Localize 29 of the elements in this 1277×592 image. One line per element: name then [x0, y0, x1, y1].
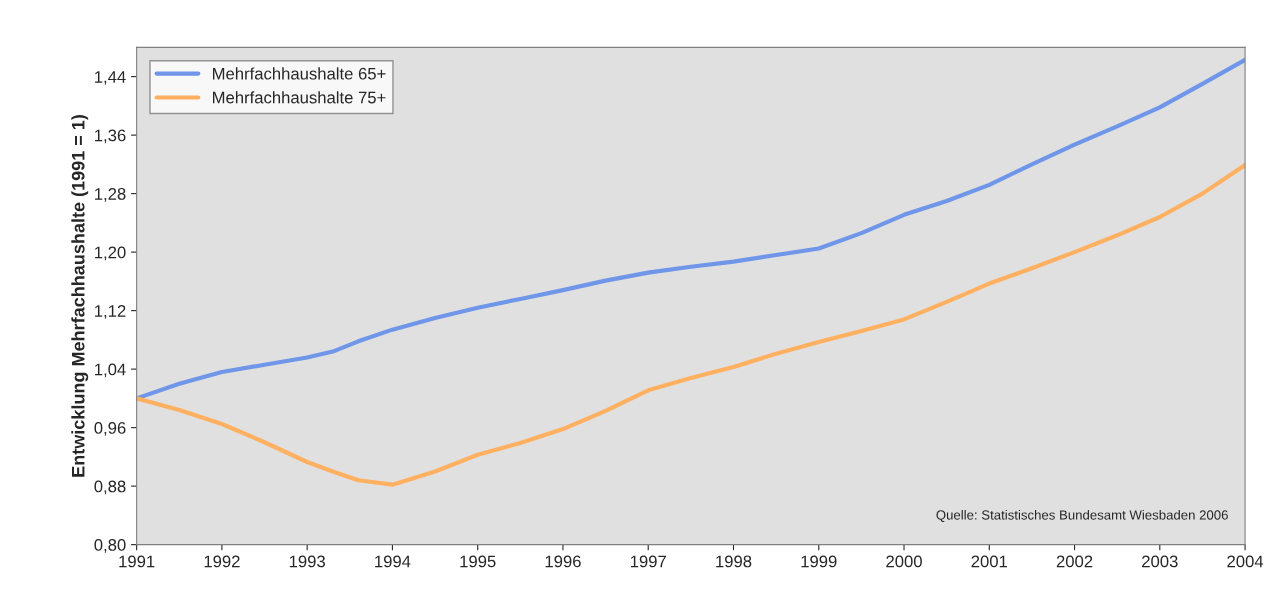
x-tick-label: 1997	[630, 555, 666, 568]
y-tick-label: 0,88	[94, 480, 126, 495]
line-series	[136, 57, 1246, 401]
x-tick-label: 2002	[1056, 555, 1093, 568]
x-tick-label: 2000	[886, 555, 922, 568]
x-tick-label: 2001	[971, 555, 1008, 568]
x-tick-label: 1999	[801, 555, 837, 568]
x-tick-label: 1994	[375, 555, 411, 568]
x-tick-label: 1995	[460, 555, 496, 568]
line-series	[136, 163, 1246, 487]
y-tick-label: 1,12	[95, 305, 126, 319]
x-tick-label: 1998	[716, 555, 752, 568]
y-tick-label: 1,20	[95, 246, 126, 261]
legend-label: Mehrfachhaushalte 65+	[213, 67, 386, 80]
y-tick-label: 1,44	[95, 71, 126, 85]
legend-label: Mehrfachhaushalte 75+	[213, 91, 386, 104]
y-tick-label: 0,96	[94, 422, 126, 436]
annotation: Quelle: Statistisches Bundesamt Wiesbaden 2006	[936, 509, 1228, 523]
y-axis-title: Entwicklung Mehrfachhaushalte (1991 = 1)	[71, 115, 89, 477]
x-tick-label: 1992	[204, 555, 240, 568]
y-tick-label: 1,28	[95, 188, 126, 202]
y-tick-label: 1,04	[95, 363, 126, 378]
x-tick-label: 1996	[545, 555, 581, 568]
y-tick-label: 1,36	[95, 129, 126, 144]
x-tick-label: 1991	[119, 555, 155, 568]
x-tick-label: 1993	[289, 555, 325, 568]
y-tick-label: 0,80	[94, 539, 126, 553]
x-tick-label: 2003	[1142, 555, 1178, 568]
x-tick-label: 2004	[1227, 555, 1264, 568]
